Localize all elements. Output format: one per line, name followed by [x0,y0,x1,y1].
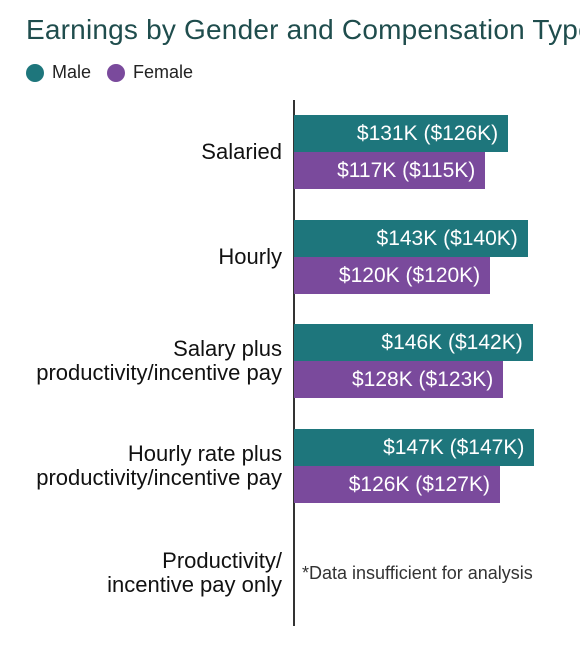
bar-data-label: $147K ($147K) [383,435,525,459]
bar-female: $120K ($120K) [294,256,491,294]
category-axis-line [293,100,295,626]
category-label: Hourly rate plus productivity/incentive … [36,440,282,490]
bar-data-label: $126K ($127K) [348,472,490,496]
bar-male: $143K ($140K) [294,219,528,257]
bar-data-label: $128K ($123K) [351,368,494,391]
annotation-note: *Data insufficient for analysis [302,563,533,583]
legend-swatch-female [107,63,126,82]
legend-item-female: Female [107,62,193,83]
bar-data-label: $143K ($140K) [376,226,518,250]
legend-swatch-male [26,63,44,82]
bar-data-label: $131K ($126K) [356,122,499,145]
bar-female: $126K ($127K) [294,465,500,503]
bar-male: $146K ($142K) [294,324,533,361]
legend: Male Female [26,62,199,83]
bar-data-label: $117K ($115K) [337,159,476,182]
category-label: Productivity/ incentive pay only [107,548,282,597]
legend-item-male: Male [26,62,91,83]
bar-male: $147K ($147K) [294,428,535,466]
bar-data-label: $146K ($142K) [381,331,523,354]
category-label: Hourly [218,243,282,269]
category-label: Salary plus productivity/incentive pay [36,336,282,385]
bar-data-label: $120K ($120K) [338,263,481,287]
chart-title: Earnings by Gender and Compensation Type [26,14,580,45]
legend-label-female: Female [133,62,194,82]
category-label: Salaried [201,139,282,164]
bar-female: $117K ($115K) [294,152,486,189]
bar-female: $128K ($123K) [294,361,504,398]
bar-male: $131K ($126K) [294,115,509,152]
legend-label-male: Male [52,62,92,82]
